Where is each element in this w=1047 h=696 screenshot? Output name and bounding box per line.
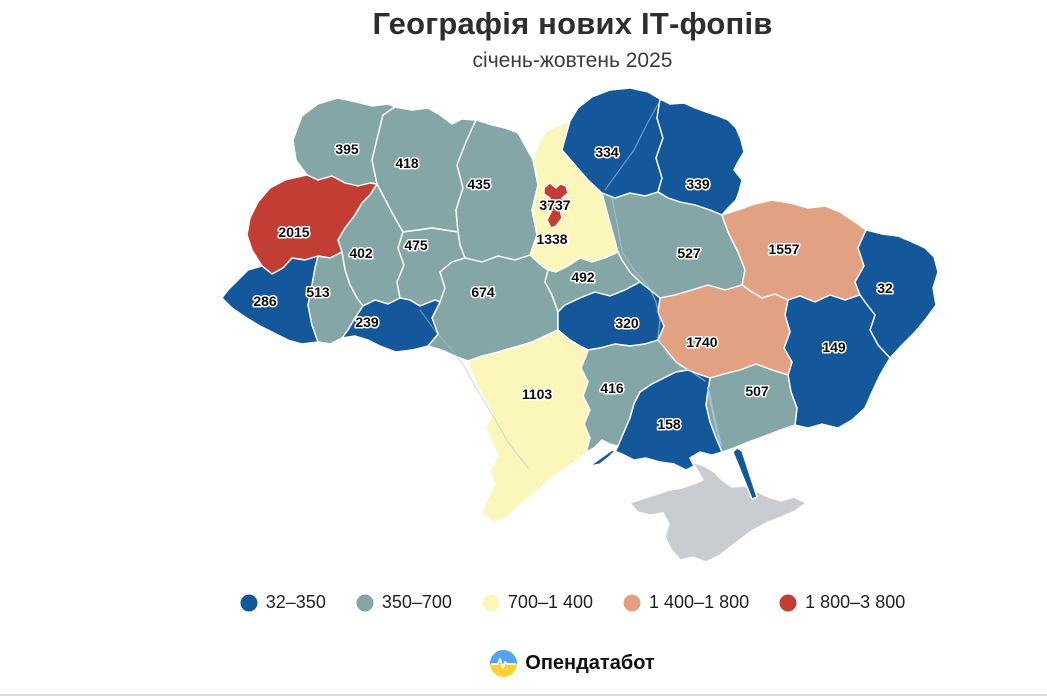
region-value-label: 334: [595, 144, 619, 160]
legend-label: 32–350: [265, 592, 326, 612]
brand-logo: Опендатабот: [490, 650, 655, 677]
region-value-label: 402: [349, 245, 373, 261]
river-kakhovka-line: [706, 386, 723, 448]
region-value-label: 1338: [536, 231, 567, 247]
legend-label: 1 400–1 800: [649, 592, 750, 612]
region-donetsk: [783, 294, 891, 429]
legend-label: 350–700: [381, 592, 452, 612]
region-value-label: 3737: [539, 197, 570, 213]
region-odesa: [467, 329, 591, 523]
legend-swatch-yellow-icon: [482, 594, 500, 611]
region-value-label: 149: [822, 339, 846, 355]
region-arabat-spit: [732, 447, 758, 500]
region-value-label: 1103: [522, 386, 553, 402]
region-sumy: [655, 98, 745, 216]
region-value-label: 475: [404, 237, 428, 253]
footer: Опендатабот: [98, 650, 1047, 682]
region-value-label: 286: [253, 293, 277, 309]
region-value-label: 492: [571, 269, 595, 285]
region-value-label: 32: [877, 280, 893, 296]
region-kyiv-city: [543, 182, 569, 229]
region-value-label: 1740: [686, 334, 717, 350]
legend: 32–350 350–700 700–1 400 1 400–1 800 1 8…: [98, 592, 1047, 617]
region-value-label: 320: [615, 315, 639, 331]
header: Географія нових ІТ-фопів січень-жовтень …: [98, 6, 1047, 73]
region-crimea: [629, 461, 807, 563]
opendatabot-icon: [490, 650, 518, 677]
region-value-label: 416: [600, 380, 624, 396]
legend-item: 1 400–1 800: [623, 592, 749, 613]
region-chernivtsi: [341, 297, 441, 353]
brand-name: Опендатабот: [525, 652, 655, 674]
region-kherson: [589, 369, 723, 471]
region-luhansk: [854, 229, 939, 359]
page-title: Географія нових ІТ-фопів: [372, 6, 773, 41]
legend-label: 700–1 400: [507, 592, 594, 612]
legend-swatch-red-icon: [779, 594, 797, 611]
river-dniester-line: [419, 309, 529, 469]
region-value-label: 435: [467, 176, 491, 192]
legend-label: 1 800–3 800: [805, 592, 906, 612]
page-subtitle: січень-жовтень 2025: [472, 49, 673, 72]
region-value-label: 395: [335, 141, 359, 157]
region-value-label: 1557: [768, 241, 799, 257]
region-value-label: 527: [677, 245, 701, 261]
region-value-label: 418: [395, 155, 419, 171]
river-desna-line: [604, 103, 659, 191]
legend-item: 1 800–3 800: [779, 592, 905, 613]
region-value-label: 2015: [278, 224, 309, 240]
legend-swatch-teal-icon: [356, 594, 374, 611]
legend-item: 700–1 400: [482, 592, 593, 613]
legend-swatch-blue-icon: [240, 594, 258, 611]
region-value-label: 507: [745, 383, 769, 399]
region-value-label: 158: [657, 416, 681, 432]
legend-item: 32–350: [240, 592, 326, 613]
legend-swatch-orange-icon: [623, 594, 641, 611]
legend-item: 350–700: [356, 592, 452, 613]
region-value-label: 339: [686, 176, 710, 192]
region-value-label: 239: [355, 314, 379, 330]
river-dnieper-line: [611, 197, 706, 382]
region-value-label: 513: [306, 284, 330, 300]
region-value-label: 674: [471, 284, 495, 300]
